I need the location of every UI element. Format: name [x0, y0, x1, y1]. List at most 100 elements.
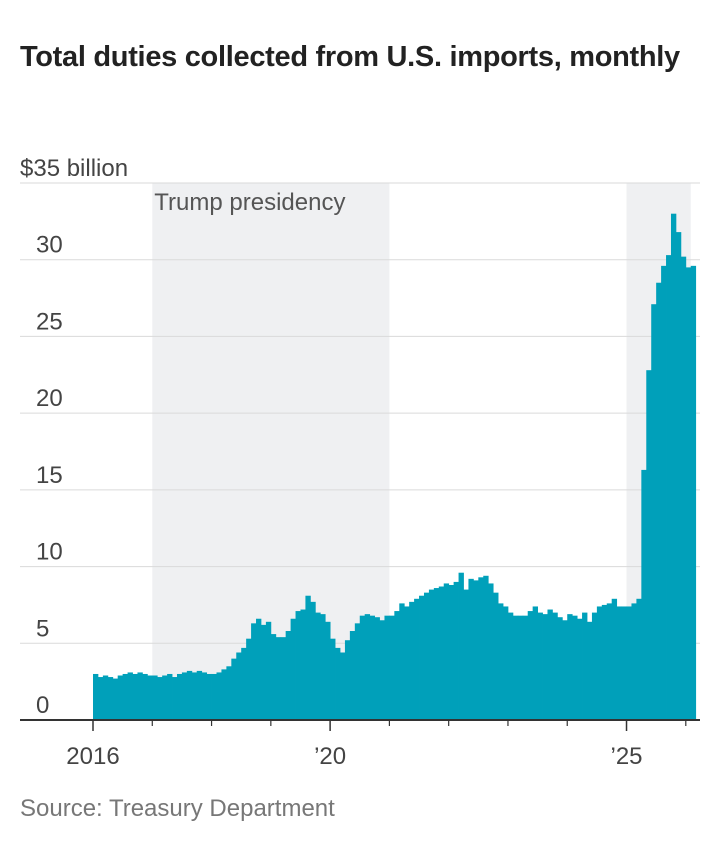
y-tick-label: $35 billion: [20, 155, 128, 182]
bar: [646, 370, 652, 720]
x-tick-label: ’25: [611, 743, 643, 770]
bar: [517, 615, 524, 720]
bar: [438, 586, 445, 720]
bar: [379, 620, 385, 720]
bar: [369, 615, 375, 720]
bar: [251, 623, 257, 720]
bar: [463, 589, 469, 720]
bar: [557, 617, 563, 720]
bar: [631, 603, 637, 720]
bar: [587, 621, 593, 720]
y-tick-label: 10: [36, 539, 63, 566]
bar: [107, 677, 114, 720]
bar: [157, 677, 163, 720]
chart-title: Total duties collected from U.S. imports…: [20, 41, 680, 73]
bar: [572, 615, 578, 720]
bar: [330, 638, 336, 720]
bar: [478, 577, 484, 720]
bar: [201, 672, 208, 720]
bar: [186, 670, 193, 720]
bar: [680, 256, 687, 720]
bar: [473, 580, 479, 720]
bar: [626, 606, 632, 720]
bars: [93, 213, 697, 720]
y-tick-label: 20: [36, 385, 63, 412]
bar: [191, 672, 198, 720]
y-tick-label: 25: [36, 308, 63, 335]
y-axis-labels: 0 5 10 15 20 25 30 $35 billion: [20, 155, 128, 719]
bar: [181, 672, 188, 720]
x-tick-label: 2016: [66, 743, 119, 770]
bar: [433, 588, 440, 720]
bar: [310, 601, 316, 720]
bar: [428, 589, 435, 720]
bar: [409, 601, 415, 720]
bar: [582, 612, 588, 720]
bar: [359, 615, 366, 720]
bar: [305, 595, 311, 720]
bar: [384, 615, 390, 720]
bar: [354, 623, 361, 720]
bar: [265, 621, 272, 720]
bar: [236, 652, 242, 720]
bar: [468, 578, 474, 720]
bar: [280, 637, 287, 720]
bar: [443, 583, 450, 720]
bar: [641, 469, 647, 720]
bar: [562, 620, 568, 720]
bar: [493, 592, 499, 720]
bar: [102, 675, 109, 720]
bar: [93, 673, 99, 720]
bar: [167, 673, 173, 720]
bar: [325, 621, 331, 720]
bar: [147, 675, 153, 720]
bar: [503, 606, 509, 720]
bar: [127, 672, 133, 720]
bar: [488, 583, 494, 720]
bar: [577, 618, 583, 720]
bar: [117, 675, 124, 720]
bar: [137, 672, 143, 720]
bar: [364, 614, 371, 720]
bar: [176, 673, 183, 720]
bar: [389, 615, 395, 720]
bar: [661, 265, 667, 720]
bar: [448, 584, 455, 720]
source-note: Source: Treasury Department: [20, 795, 335, 822]
bar: [211, 673, 217, 720]
bar: [498, 603, 504, 720]
x-axis: [20, 719, 700, 731]
bar: [670, 213, 677, 720]
bar: [241, 647, 247, 720]
bar: [270, 634, 277, 720]
bar: [260, 624, 267, 720]
bar: [122, 673, 128, 720]
bar: [300, 609, 306, 720]
bar: [601, 604, 608, 720]
bar: [532, 606, 538, 720]
bar: [567, 614, 573, 720]
bar: [537, 612, 543, 720]
bar: [226, 666, 232, 720]
bar: [172, 677, 178, 720]
bar: [666, 255, 672, 720]
x-tick-label: ’20: [314, 743, 346, 770]
bar: [611, 598, 618, 720]
bar: [132, 673, 138, 720]
bar: [690, 265, 697, 720]
bar: [453, 581, 459, 720]
bar: [404, 606, 410, 720]
bar: [675, 232, 682, 720]
bar: [320, 614, 326, 720]
bar: [231, 658, 237, 720]
bar: [275, 637, 282, 720]
bar: [216, 672, 222, 720]
bar: [295, 611, 301, 720]
y-tick-label: 0: [36, 692, 49, 719]
bar: [97, 677, 104, 720]
bar: [596, 606, 603, 720]
bar: [290, 618, 296, 720]
bar: [616, 606, 622, 720]
bar: [636, 598, 642, 720]
